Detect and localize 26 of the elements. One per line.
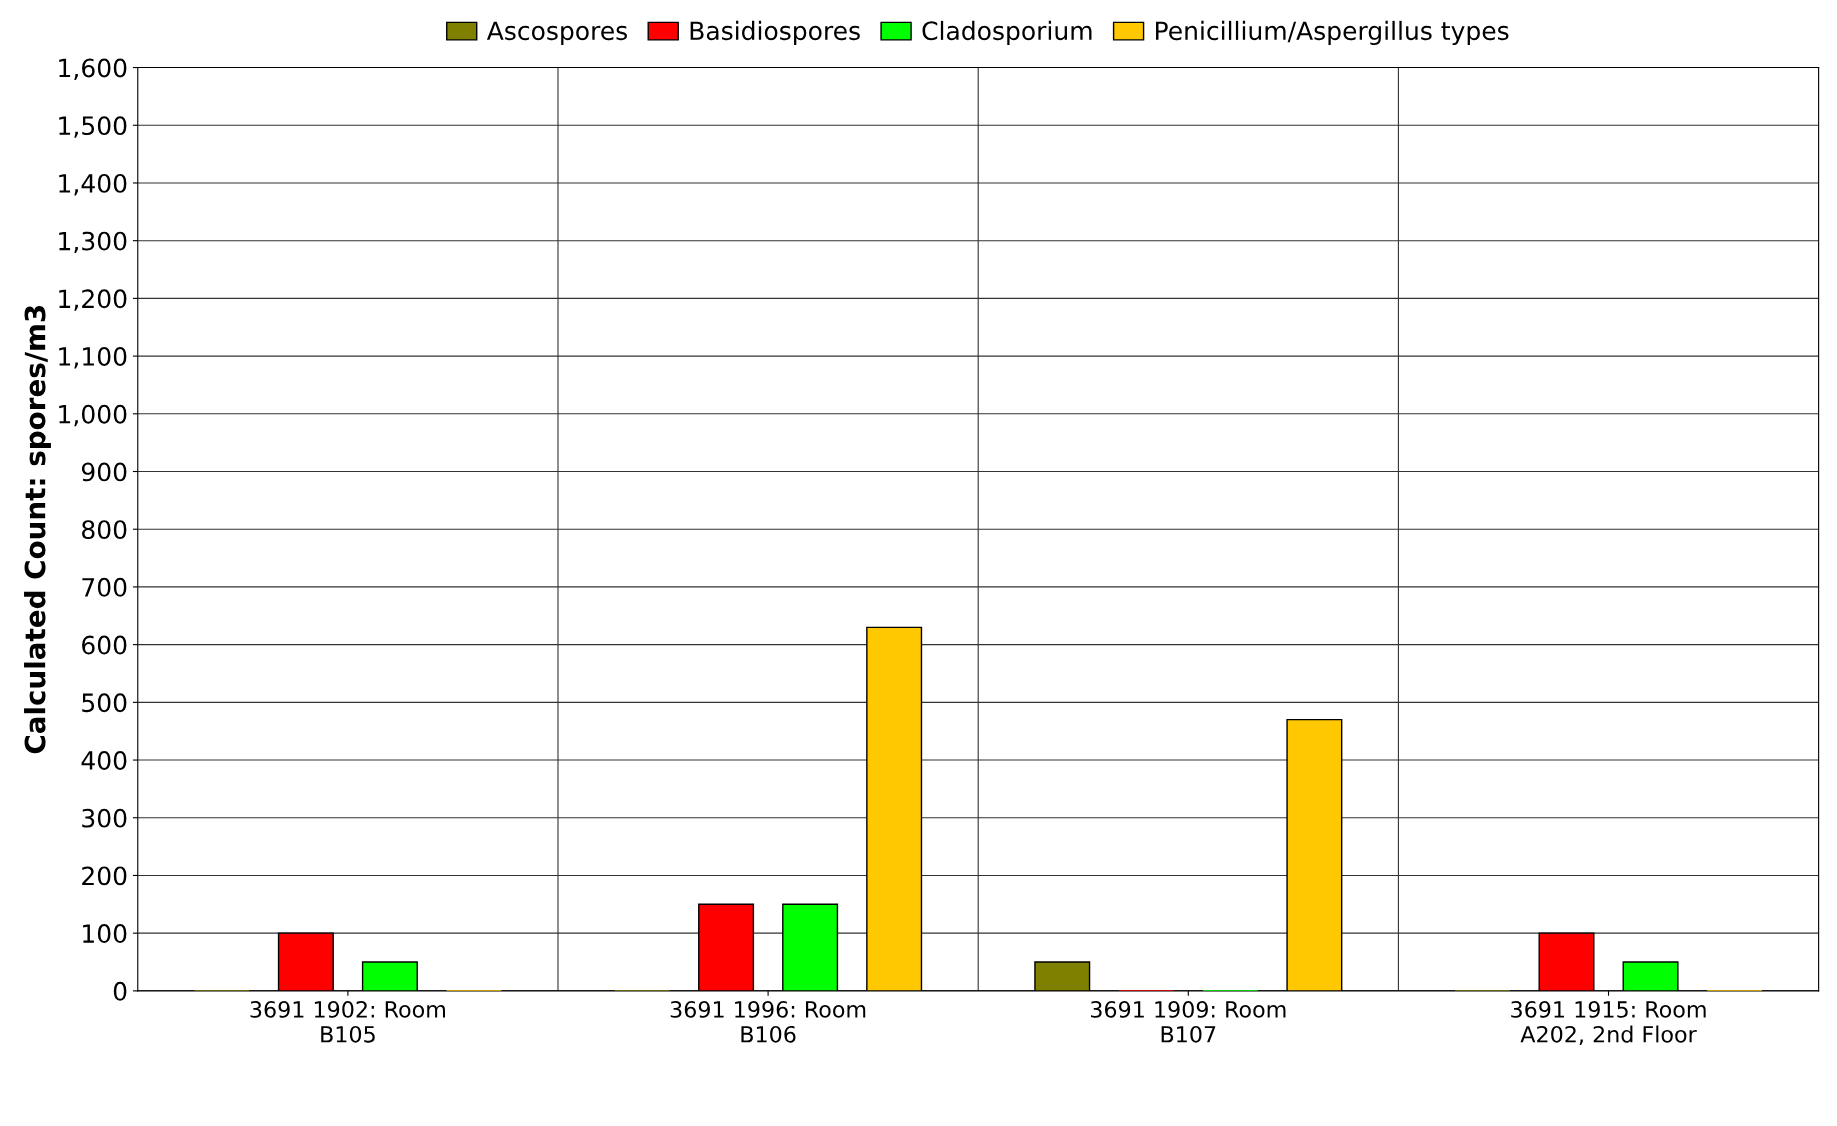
y-tick-label: 1,600 [59, 58, 127, 80]
y-tick-label: 400 [81, 750, 127, 770]
legend-label: Basidiospores [690, 20, 860, 46]
y-tick-label: 500 [82, 693, 127, 713]
y-tick-label: 700 [82, 577, 127, 597]
y-axis-title: Calculated Count: spores/m3 [24, 305, 51, 754]
y-tick-label: 1,200 [59, 289, 127, 311]
x-tick-label: 3691 1902: Room B105 [250, 1000, 445, 1043]
y-tick-label: 1,100 [59, 347, 127, 369]
legend-label: Penicillium/Aspergillus types [1156, 20, 1509, 46]
y-tick-label: 300 [82, 808, 127, 828]
y-tick-label: 900 [81, 462, 127, 482]
legend-label: Ascospores [486, 21, 627, 46]
y-tick-label: 1,000 [59, 404, 127, 427]
x-tick-label: 3691 1909: Room B107 [1091, 1000, 1286, 1043]
x-tick-label: 3691 1915: Room A202, 2nd Floor [1511, 1000, 1706, 1045]
y-tick-label: 100 [83, 924, 127, 944]
y-tick-label: 1,300 [59, 231, 127, 254]
y-tick-label: 0 [113, 981, 127, 1001]
y-tick-label: 600 [82, 635, 127, 655]
y-tick-label: 800 [82, 520, 127, 540]
x-tick-label: 3691 1996: Room B106 [670, 1000, 866, 1043]
legend-label: Cladosporium [922, 20, 1092, 46]
y-tick-label: 200 [82, 866, 127, 886]
y-tick-label: 1,500 [59, 116, 127, 138]
y-tick-label: 1,400 [59, 173, 127, 196]
